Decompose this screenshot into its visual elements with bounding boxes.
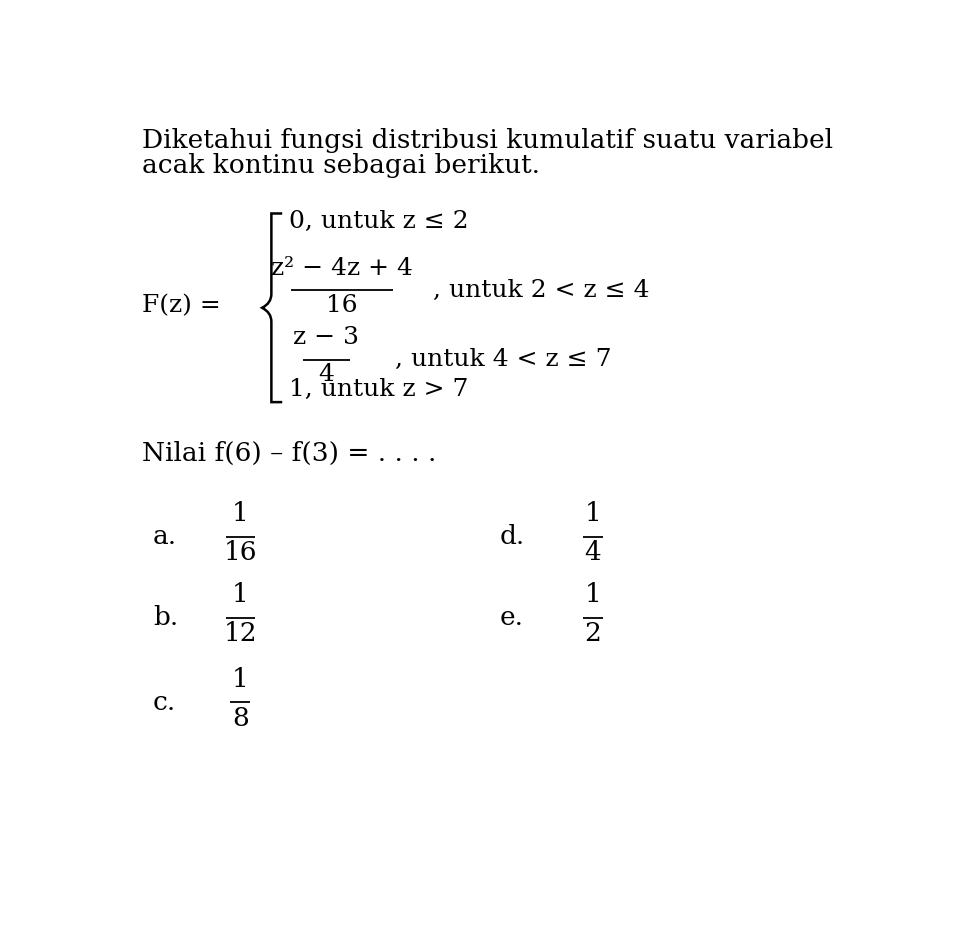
Text: Nilai f(6) – f(3) = . . . .: Nilai f(6) – f(3) = . . . . (142, 441, 436, 466)
Text: 8: 8 (232, 706, 249, 731)
Text: 16: 16 (326, 294, 357, 317)
Text: 12: 12 (223, 621, 257, 646)
Text: d.: d. (500, 525, 525, 549)
Text: 4: 4 (584, 540, 601, 565)
Text: c.: c. (153, 690, 176, 715)
Text: Diketahui fungsi distribusi kumulatif suatu variabel: Diketahui fungsi distribusi kumulatif su… (142, 128, 832, 153)
Text: 2: 2 (584, 621, 601, 646)
Text: 0, untuk z ≤ 2: 0, untuk z ≤ 2 (289, 210, 468, 233)
Text: b.: b. (153, 605, 178, 630)
Text: z − 3: z − 3 (293, 326, 359, 349)
Text: 16: 16 (223, 540, 257, 565)
Text: 1: 1 (232, 501, 249, 526)
Text: , untuk 2 < z ≤ 4: , untuk 2 < z ≤ 4 (432, 279, 650, 302)
Text: a.: a. (153, 525, 177, 549)
Text: z² − 4z + 4: z² − 4z + 4 (271, 256, 412, 280)
Text: 1, untuk z > 7: 1, untuk z > 7 (289, 377, 468, 401)
Text: 1: 1 (584, 582, 601, 607)
Text: 1: 1 (232, 582, 249, 607)
Text: 1: 1 (584, 501, 601, 526)
Text: 4: 4 (318, 363, 334, 386)
Text: e.: e. (500, 605, 524, 630)
Text: , untuk 4 < z ≤ 7: , untuk 4 < z ≤ 7 (394, 349, 610, 371)
Text: F(z) =: F(z) = (142, 295, 220, 318)
Text: 1: 1 (232, 666, 249, 692)
Text: acak kontinu sebagai berikut.: acak kontinu sebagai berikut. (142, 153, 539, 178)
